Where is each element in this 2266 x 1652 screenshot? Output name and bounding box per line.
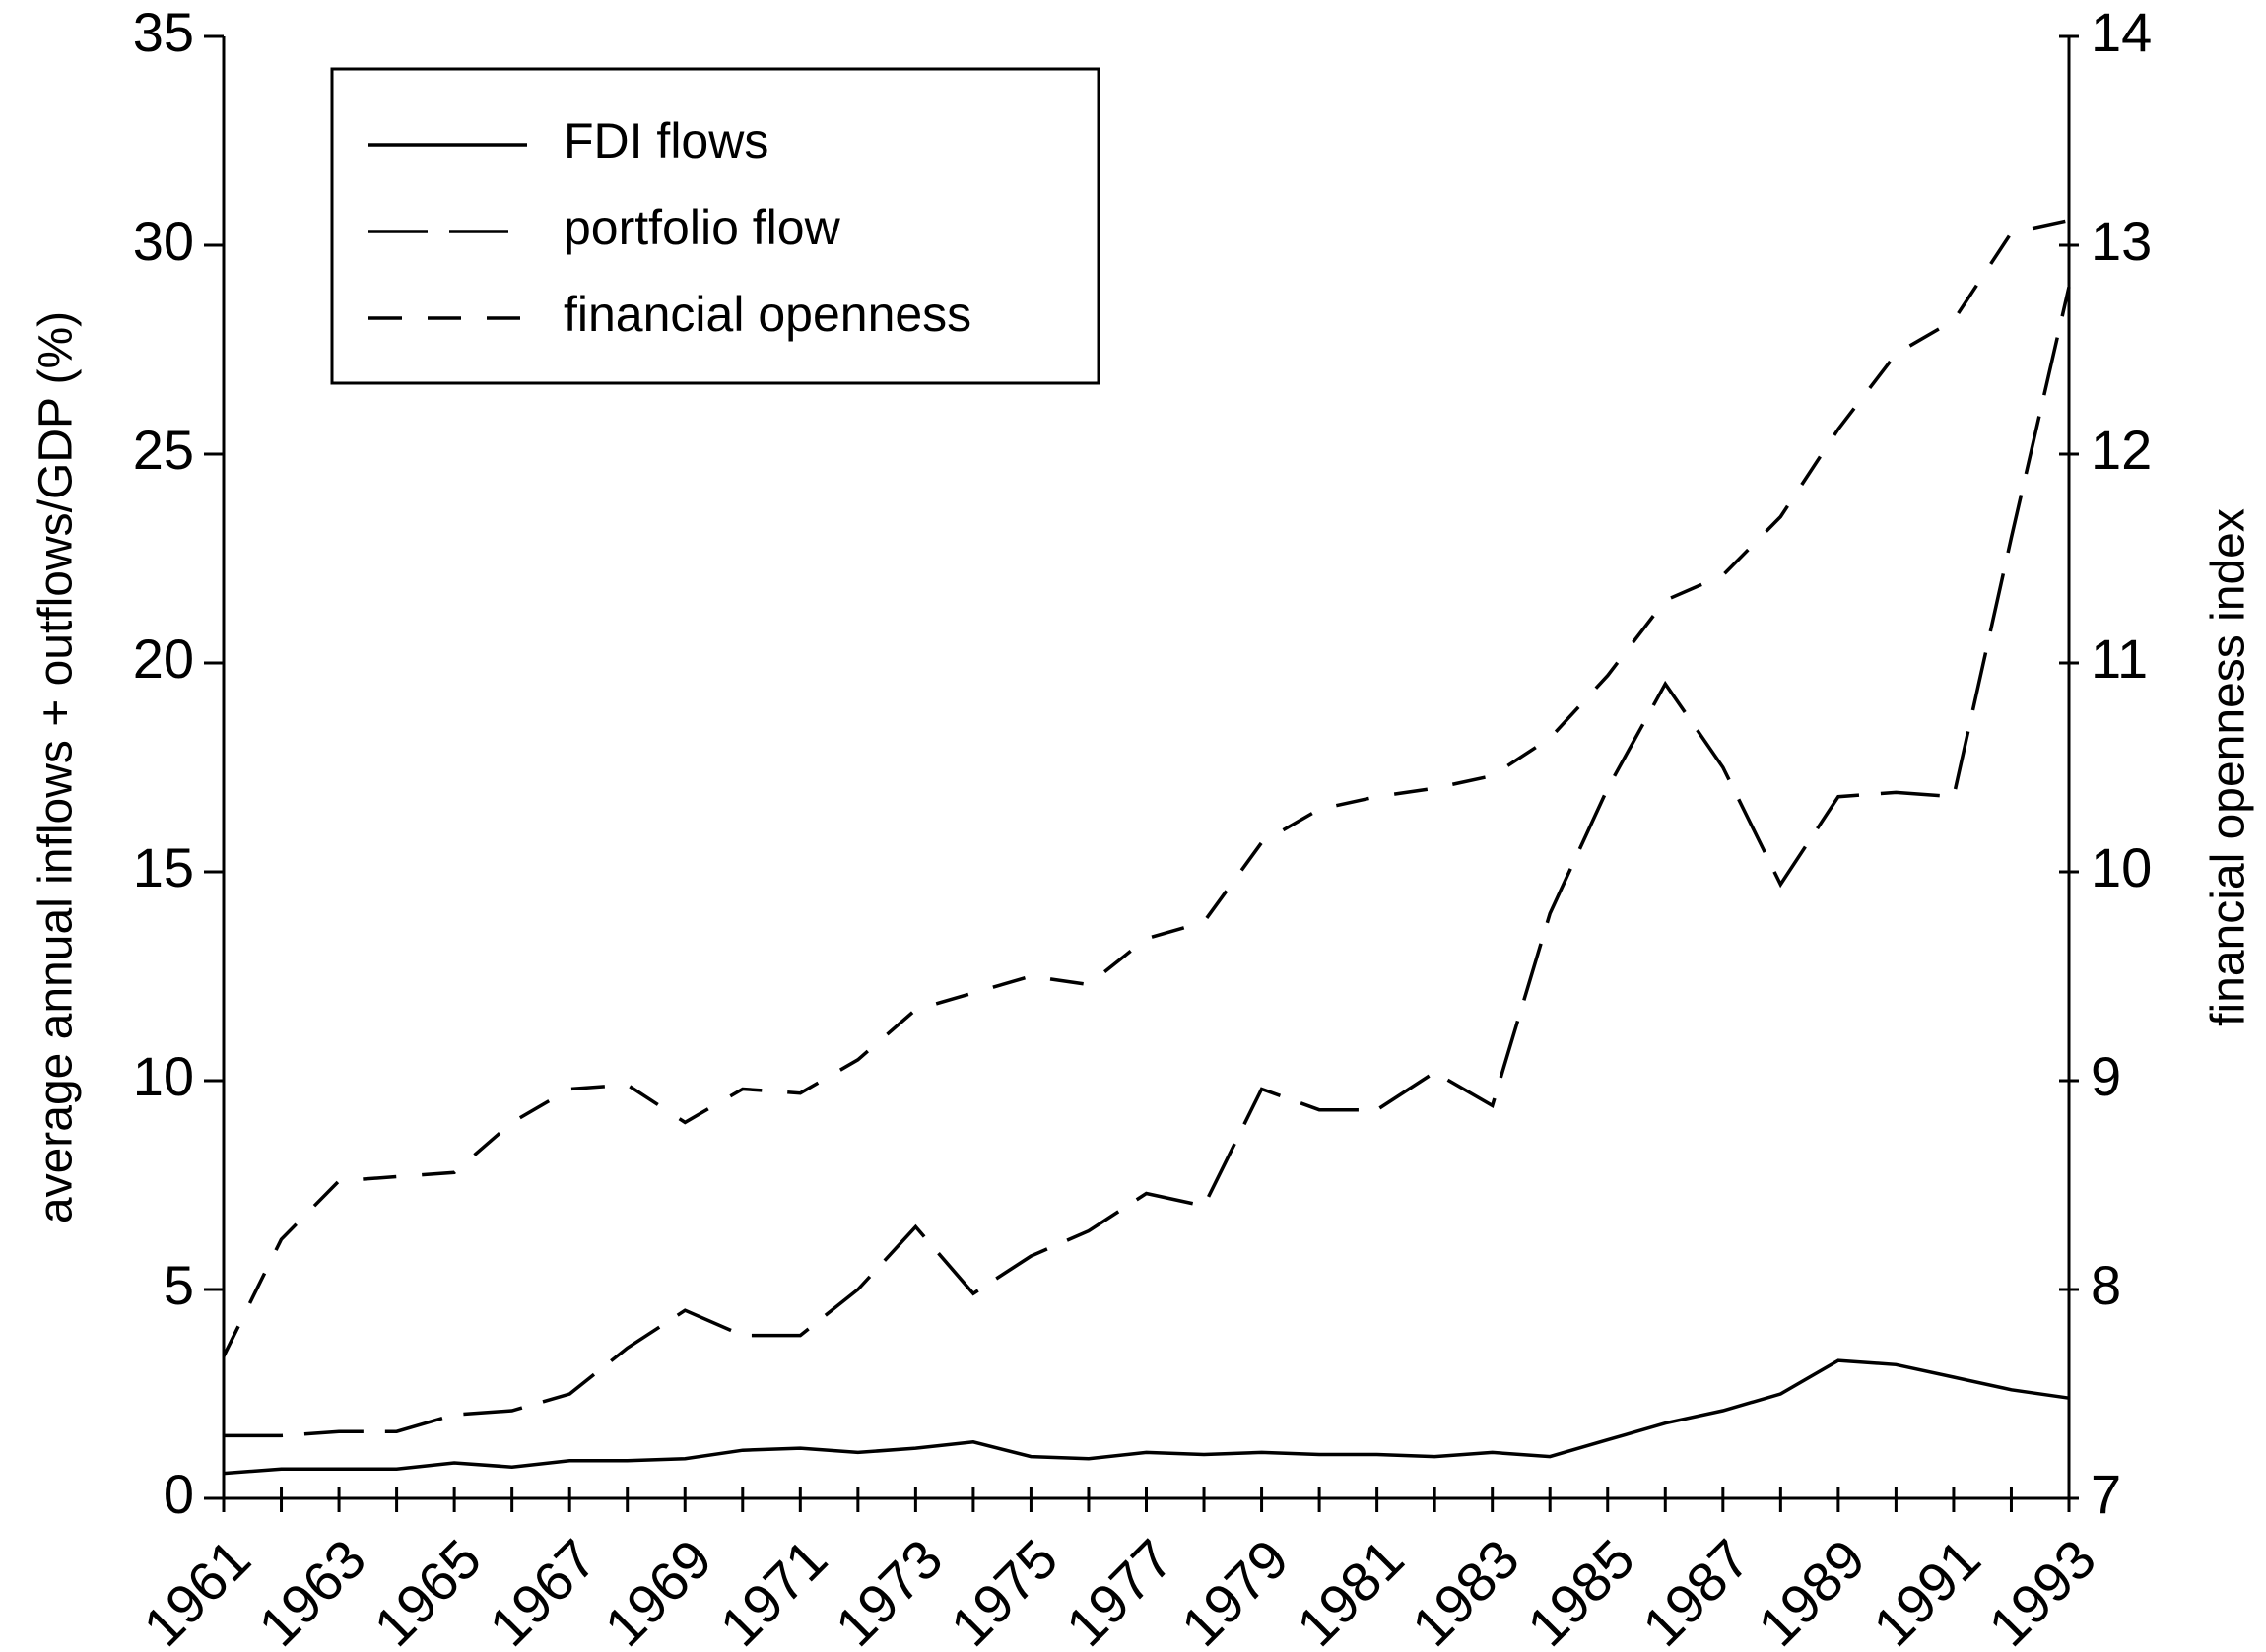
y2-tick-label: 8 [2091, 1254, 2121, 1316]
x-tick-label: 1981 [1285, 1527, 1416, 1652]
x-tick-label: 1975 [939, 1527, 1070, 1652]
y-tick-label: 5 [164, 1254, 194, 1316]
y-axis-label: average annual inflows + outflows/GDP (%… [31, 311, 83, 1223]
x-tick-label: 1973 [824, 1527, 955, 1652]
x-tick-label: 1967 [477, 1527, 608, 1652]
y2-tick-label: 13 [2091, 210, 2152, 272]
y2-tick-label: 9 [2091, 1045, 2121, 1107]
legend-label: portfolio flow [564, 200, 841, 255]
x-tick-label: 1983 [1400, 1527, 1531, 1652]
x-tick-label: 1965 [362, 1527, 493, 1652]
x-tick-label: 1961 [131, 1527, 262, 1652]
y2-axis-label: financial openness index [2203, 508, 2255, 1026]
y-tick-label: 15 [133, 836, 194, 898]
x-tick-label: 1991 [1861, 1527, 1992, 1652]
y-tick-label: 25 [133, 419, 194, 481]
y2-tick-label: 7 [2091, 1463, 2121, 1525]
x-tick-label: 1977 [1054, 1527, 1185, 1652]
x-tick-label: 1985 [1515, 1527, 1646, 1652]
y2-tick-label: 10 [2091, 836, 2152, 898]
y2-tick-label: 12 [2091, 419, 2152, 481]
x-tick-label: 1979 [1169, 1527, 1300, 1652]
x-tick-label: 1971 [708, 1527, 839, 1652]
x-tick-label: 1969 [593, 1527, 724, 1652]
y-tick-label: 35 [133, 1, 194, 63]
x-tick-label: 1963 [246, 1527, 377, 1652]
series-line [224, 287, 2071, 1438]
y-tick-label: 30 [133, 210, 194, 272]
series-line [222, 218, 2070, 1357]
legend-label: financial openness [564, 287, 971, 342]
legend-label: FDI flows [564, 113, 768, 168]
series-line [223, 1358, 2070, 1476]
x-tick-label: 1993 [1976, 1527, 2107, 1652]
y-tick-label: 20 [133, 628, 194, 690]
y2-tick-label: 11 [2091, 628, 2148, 690]
x-tick-label: 1989 [1746, 1527, 1877, 1652]
y-tick-label: 0 [164, 1463, 194, 1525]
legend-box [330, 67, 1100, 385]
y-tick-label: 10 [133, 1045, 194, 1107]
y2-tick-label: 14 [2091, 1, 2152, 63]
x-tick-label: 1987 [1631, 1527, 1762, 1652]
